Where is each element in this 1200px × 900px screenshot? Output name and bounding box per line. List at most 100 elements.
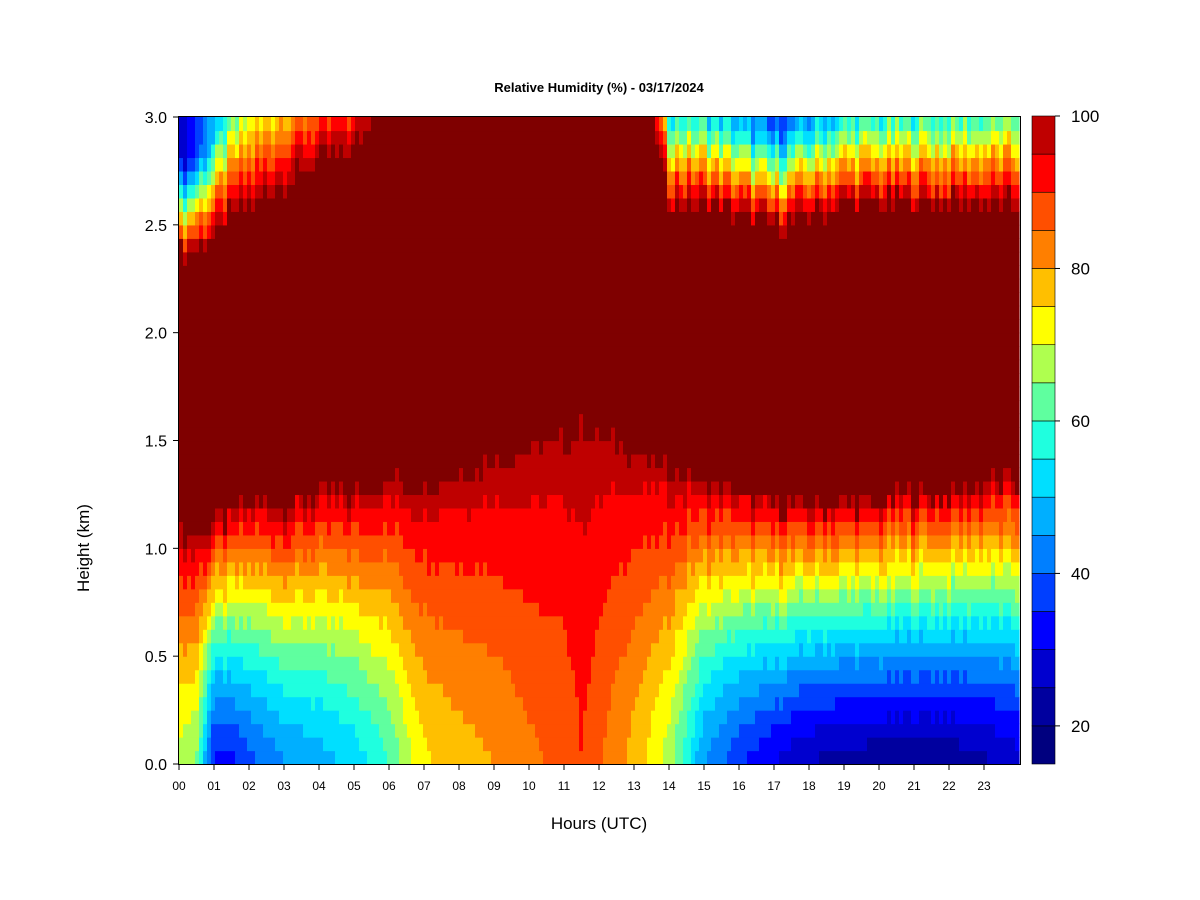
heatmap-cell — [271, 575, 276, 590]
heatmap-cell — [387, 507, 392, 522]
heatmap-cell — [403, 130, 408, 145]
heatmap-cell — [211, 575, 216, 590]
heatmap-cell — [323, 400, 328, 415]
heatmap-cell — [191, 413, 196, 428]
heatmap-cell — [331, 710, 336, 725]
heatmap-cell — [563, 211, 568, 226]
heatmap-cell — [255, 251, 260, 266]
heatmap-cell — [571, 400, 576, 415]
heatmap-cell — [439, 117, 444, 132]
heatmap-cell — [299, 575, 304, 590]
heatmap-cell — [503, 494, 508, 509]
heatmap-cell — [547, 251, 552, 266]
heatmap-cell — [315, 143, 320, 159]
heatmap-cell — [331, 305, 336, 320]
heatmap-cell — [279, 117, 284, 132]
heatmap-cell — [247, 359, 252, 374]
heatmap-cell — [295, 507, 300, 522]
heatmap-cell — [551, 453, 556, 469]
heatmap-cell — [571, 750, 576, 765]
heatmap-cell — [387, 346, 392, 361]
heatmap-cell — [199, 224, 204, 239]
heatmap-cell — [431, 143, 436, 159]
heatmap-cell — [391, 157, 396, 172]
heatmap-cell — [367, 440, 372, 455]
heatmap-cell — [583, 292, 588, 307]
heatmap-cell — [359, 588, 364, 603]
heatmap-cell — [279, 534, 284, 549]
heatmap-cell — [511, 602, 516, 617]
heatmap-cell — [463, 157, 468, 172]
heatmap-cell — [279, 440, 284, 455]
heatmap-cell — [355, 440, 360, 455]
heatmap-cell — [211, 683, 216, 698]
heatmap-cell — [491, 534, 496, 549]
heatmap-cell — [279, 157, 284, 172]
heatmap-cell — [591, 575, 596, 590]
heatmap-cell — [471, 588, 476, 603]
heatmap-cell — [547, 723, 552, 738]
heatmap-cell — [207, 548, 212, 563]
heatmap-cell — [275, 642, 280, 657]
heatmap-cell — [407, 265, 412, 280]
heatmap-cell — [279, 723, 284, 738]
heatmap-cell — [491, 305, 496, 320]
heatmap-cell — [443, 750, 448, 765]
heatmap-cell — [255, 453, 260, 469]
heatmap-cell — [403, 319, 408, 334]
heatmap-cell — [539, 494, 544, 509]
heatmap-cell — [575, 575, 580, 590]
heatmap-cell — [199, 143, 204, 159]
heatmap-cell — [587, 507, 592, 522]
heatmap-cell — [271, 440, 276, 455]
heatmap-cell — [523, 548, 528, 563]
heatmap-cell — [399, 117, 404, 132]
heatmap-cell — [415, 548, 420, 563]
heatmap-cell — [379, 224, 384, 239]
heatmap-cell — [563, 143, 568, 159]
heatmap-cell — [215, 373, 220, 388]
heatmap-cell — [187, 332, 192, 347]
heatmap-cell — [203, 278, 208, 293]
heatmap-cell — [415, 143, 420, 159]
heatmap-cell — [299, 615, 304, 630]
heatmap-cell — [283, 184, 288, 199]
heatmap-cell — [363, 683, 368, 698]
heatmap-cell — [291, 197, 296, 212]
heatmap-cell — [471, 494, 476, 509]
heatmap-cell — [507, 669, 512, 684]
heatmap-cell — [439, 710, 444, 725]
heatmap-cell — [563, 197, 568, 212]
heatmap-cell — [451, 494, 456, 509]
heatmap-cell — [211, 400, 216, 415]
heatmap-cell — [363, 427, 368, 442]
heatmap-cell — [391, 494, 396, 509]
heatmap-cell — [343, 615, 348, 630]
heatmap-cell — [343, 224, 348, 239]
heatmap-cell — [383, 197, 388, 212]
heatmap-cell — [591, 278, 596, 293]
heatmap-cell — [215, 507, 220, 522]
heatmap-cell — [319, 534, 324, 549]
heatmap-cell — [271, 615, 276, 630]
heatmap-cell — [203, 170, 208, 185]
heatmap-cell — [271, 346, 276, 361]
heatmap-cell — [239, 197, 244, 212]
heatmap-cell — [379, 723, 384, 738]
heatmap-cell — [235, 400, 240, 415]
heatmap-cell — [583, 278, 588, 293]
heatmap-cell — [579, 750, 584, 765]
heatmap-cell — [467, 346, 472, 361]
heatmap-cell — [299, 588, 304, 603]
heatmap-cell — [331, 211, 336, 226]
heatmap-cell — [415, 373, 420, 388]
heatmap-cell — [211, 440, 216, 455]
heatmap-cell — [503, 265, 508, 280]
heatmap-cell — [467, 534, 472, 549]
heatmap-cell — [191, 723, 196, 738]
heatmap-cell — [339, 669, 344, 684]
heatmap-cell — [219, 575, 224, 590]
heatmap-cell — [299, 373, 304, 388]
heatmap-cell — [251, 696, 256, 711]
heatmap-cell — [523, 696, 528, 711]
